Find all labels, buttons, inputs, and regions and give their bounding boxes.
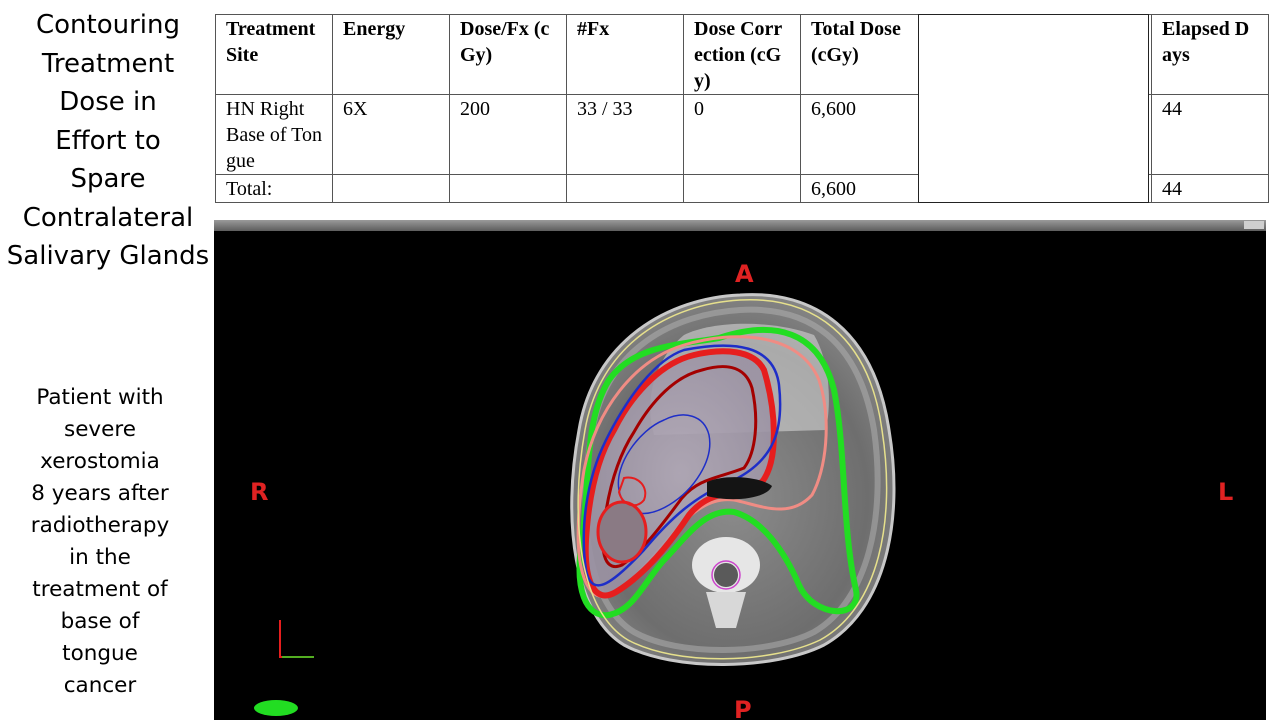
caption-line: 8 years after <box>31 481 169 506</box>
cell-dose-per-fx: 200 <box>449 94 567 175</box>
airway <box>707 477 772 500</box>
total-total-dose: 6,600 <box>800 174 919 203</box>
caption-line: xerostomia <box>40 449 160 474</box>
total-dose-correction <box>683 174 801 203</box>
total-label: Total: <box>215 174 333 203</box>
header-elapsed-days: Elapsed Days <box>1151 14 1269 95</box>
cell-num-fx: 33 / 33 <box>566 94 684 175</box>
viewer-title-bar <box>214 220 1266 231</box>
header-total-dose: Total Dose (cGy) <box>800 14 919 95</box>
title-line: Effort to <box>55 125 161 156</box>
caption-line: base of <box>60 609 140 634</box>
orientation-left: L <box>1218 478 1234 506</box>
caption-line: treatment of <box>32 577 168 602</box>
title-line: Salivary Glands <box>6 241 210 271</box>
ct-scan-image: A P R L <box>214 220 1266 720</box>
header-num-fx: #Fx <box>566 14 684 95</box>
header-dose-correction: Dose Correction (cGy) <box>683 14 801 95</box>
title-line: Spare <box>70 164 146 194</box>
title-line: Treatment <box>41 48 175 79</box>
cell-elapsed-days: 44 <box>1151 94 1269 175</box>
orientation-anterior: A <box>735 260 754 288</box>
caption-line: radiotherapy <box>30 513 170 538</box>
caption-line: severe <box>64 417 136 442</box>
ct-slice-drawing <box>254 293 896 716</box>
spinous-process <box>706 592 746 628</box>
caption-line: cancer <box>63 673 137 698</box>
gtv-node <box>596 500 648 564</box>
cell-energy: 6X <box>332 94 450 175</box>
orientation-posterior: P <box>734 696 752 720</box>
patient-marker <box>254 700 298 716</box>
gtv-small <box>617 476 647 507</box>
title-line: Contouring <box>35 10 180 40</box>
header-dose-per-fx: Dose/Fx (cGy) <box>449 14 567 95</box>
cell-treatment-site: HN Right Base of Tongue <box>215 94 333 175</box>
ptv-contour-inner <box>601 365 758 568</box>
spinal-canal <box>714 563 738 587</box>
caption-line: in the <box>69 545 131 570</box>
ptv-contour-outer <box>582 348 777 599</box>
total-dose-per-fx <box>449 174 567 203</box>
header-energy: Energy <box>332 14 450 95</box>
title-line: Dose in <box>59 87 157 117</box>
total-energy <box>332 174 450 203</box>
caption-line: Patient with <box>36 385 164 410</box>
slide-title: Contouring Treatment Dose in Effort to S… <box>6 6 210 276</box>
header-treatment-site: Treatment Site <box>215 14 333 95</box>
parotid-contour <box>582 344 782 587</box>
secondary-blue-contour <box>617 414 711 515</box>
axis-marker <box>279 620 314 658</box>
caption-line: tongue <box>62 641 138 666</box>
patient-caption: Patient with severe xerostomia 8 years a… <box>18 382 182 702</box>
title-line: Contralateral <box>22 202 194 233</box>
blank-cover-box <box>918 14 1149 203</box>
cell-total-dose: 6,600 <box>800 94 919 175</box>
cell-dose-correction: 0 <box>683 94 801 175</box>
total-num-fx <box>566 174 684 203</box>
total-elapsed-days: 44 <box>1151 174 1269 203</box>
window-control <box>1244 221 1264 229</box>
orientation-right: R <box>250 478 269 506</box>
cord-contour <box>711 560 741 590</box>
body-contour-line <box>577 299 888 660</box>
